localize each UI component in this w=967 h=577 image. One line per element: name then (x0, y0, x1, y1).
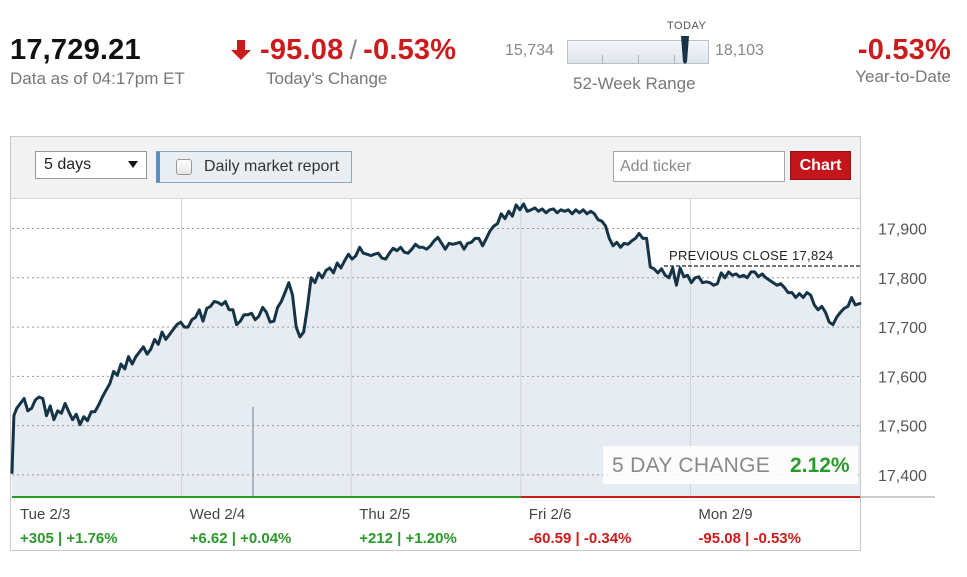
day-label: Thu 2/5 (359, 506, 410, 523)
y-tick-label: 17,900 (878, 222, 927, 239)
caret-down-icon (128, 161, 138, 168)
range-high-value: 18,103 (715, 42, 764, 59)
todays-change-points: -95.08 (260, 34, 344, 66)
range-label: 52-Week Range (573, 74, 696, 93)
period-select-value: 5 days (44, 156, 92, 173)
add-ticker-input[interactable] (613, 151, 785, 182)
y-tick-label: 17,600 (878, 369, 927, 386)
price-line (10, 202, 862, 474)
data-as-of: Data as of 04:17pm ET (10, 69, 185, 88)
y-tick-label: 17,500 (878, 419, 927, 436)
period-select[interactable]: 5 days (35, 151, 147, 179)
day-change-value: +212 | +1.20% (359, 530, 457, 547)
day-label: Wed 2/4 (190, 506, 246, 523)
ytd-value: -0.53% (857, 34, 951, 66)
todays-change-label: Today's Change (266, 69, 388, 88)
change-separator: / (349, 35, 358, 65)
day-label: Tue 2/3 (20, 506, 70, 523)
five-day-change-box (603, 446, 858, 484)
down-arrow-icon (231, 40, 251, 60)
chart-button[interactable]: Chart (790, 151, 851, 180)
day-change-value: +305 | +1.76% (20, 530, 118, 547)
price-area (12, 203, 860, 497)
y-tick-label: 17,400 (878, 468, 927, 485)
chart-toolbar: 5 days Daily market report Chart (11, 137, 860, 199)
day-change-value: -95.08 | -0.53% (698, 530, 801, 547)
previous-close-label: PREVIOUS CLOSE 17,824 (669, 248, 834, 263)
year-to-date: -0.53% Year-to-Date (855, 34, 951, 88)
five-day-change-label: 5 DAY CHANGE (612, 454, 770, 477)
day-change-value: -60.59 | -0.34% (529, 530, 632, 547)
day-label: Fri 2/6 (529, 506, 572, 523)
day-label: Mon 2/9 (698, 506, 752, 523)
daily-report-label: Daily market report (204, 158, 340, 175)
range-low-value: 15,734 (505, 42, 554, 59)
current-price: 17,729.21 (10, 34, 141, 66)
five-day-change-value: 2.12% (790, 454, 850, 477)
today-marker-icon (680, 36, 689, 64)
ytd-label: Year-to-Date (855, 67, 951, 86)
todays-change: -95.08 / -0.53% Today's Change (230, 34, 456, 90)
52-week-range: TODAY 15,734 18,103 52-Week Range (505, 18, 785, 98)
todays-change-percent: -0.53% (363, 34, 457, 66)
y-tick-label: 17,800 (878, 271, 927, 288)
day-change-value: +6.62 | +0.04% (190, 530, 292, 547)
daily-report-toggle[interactable]: Daily market report (156, 151, 352, 183)
price-summary: 17,729.21 Data as of 04:17pm ET (10, 34, 185, 90)
y-tick-label: 17,700 (878, 320, 927, 337)
range-today-label: TODAY (667, 20, 707, 32)
checkbox-icon[interactable] (176, 159, 192, 175)
